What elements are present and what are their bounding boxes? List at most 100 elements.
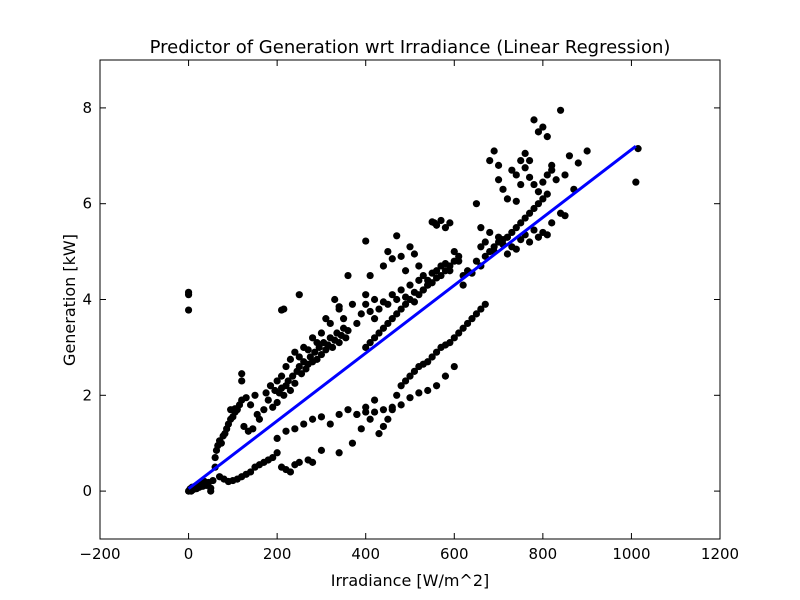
- data-point: [353, 410, 361, 419]
- data-point: [231, 405, 239, 413]
- data-point: [370, 315, 379, 323]
- data-point: [534, 200, 543, 208]
- data-point: [477, 224, 485, 232]
- data-point: [328, 343, 337, 351]
- data-point: [322, 315, 330, 323]
- data-point: [556, 106, 565, 114]
- data-point: [477, 305, 485, 313]
- data-point: [388, 315, 396, 323]
- data-point: [424, 386, 432, 395]
- data-point: [548, 219, 556, 227]
- data-point: [530, 116, 538, 124]
- data-point: [308, 415, 317, 423]
- data-point: [388, 291, 396, 299]
- data-point: [432, 221, 441, 229]
- data-point: [406, 372, 414, 380]
- data-point: [534, 233, 543, 241]
- data-point: [384, 300, 392, 308]
- data-point: [406, 243, 414, 251]
- data-point: [530, 226, 538, 234]
- data-point: [419, 286, 427, 294]
- x-tick-label: 800: [529, 545, 558, 563]
- data-point: [326, 319, 334, 328]
- data-point: [459, 281, 467, 289]
- data-point: [539, 178, 547, 186]
- data-point: [357, 310, 365, 318]
- data-point: [246, 468, 255, 476]
- data-point: [494, 176, 503, 184]
- data-point: [424, 358, 432, 366]
- data-point: [393, 232, 401, 240]
- data-point: [397, 401, 405, 409]
- data-point: [512, 197, 520, 205]
- x-tick-label: 0: [184, 545, 194, 563]
- data-point: [397, 382, 405, 390]
- data-point: [415, 291, 423, 299]
- chart-title: Predictor of Generation wrt Irradiance (…: [150, 37, 671, 58]
- data-point: [313, 355, 321, 363]
- data-point: [348, 300, 357, 308]
- data-point: [397, 286, 405, 294]
- data-point: [271, 386, 279, 395]
- data-point: [543, 231, 551, 239]
- data-point: [335, 410, 343, 419]
- data-point: [273, 377, 281, 385]
- data-point: [432, 382, 441, 390]
- data-point: [481, 252, 489, 260]
- data-point: [379, 324, 388, 332]
- data-point: [455, 329, 463, 337]
- data-point: [344, 327, 352, 335]
- data-point: [446, 262, 454, 270]
- data-point: [335, 339, 343, 347]
- data-point: [311, 348, 319, 356]
- data-point: [393, 391, 401, 399]
- data-point: [384, 319, 392, 328]
- data-point: [379, 422, 388, 431]
- x-axis-label: Irradiance [W/m^2]: [331, 571, 490, 590]
- data-point: [525, 156, 534, 165]
- data-point: [362, 237, 370, 245]
- plot-area: [184, 106, 642, 495]
- data-point: [295, 458, 303, 466]
- data-point: [565, 152, 574, 160]
- x-tick-label: 200: [263, 545, 292, 563]
- data-point: [477, 243, 485, 251]
- data-point: [450, 334, 458, 342]
- data-point: [517, 236, 525, 244]
- data-point: [280, 391, 288, 399]
- x-tick-label: 1200: [701, 545, 739, 563]
- data-point: [450, 257, 458, 265]
- data-point: [508, 166, 516, 174]
- data-point: [273, 398, 281, 407]
- data-point: [291, 425, 299, 433]
- data-point: [240, 422, 248, 431]
- data-point: [348, 439, 357, 447]
- data-point: [366, 339, 374, 347]
- data-point: [472, 200, 481, 208]
- data-point: [388, 406, 396, 414]
- data-point: [273, 434, 281, 443]
- data-point: [370, 295, 379, 304]
- data-point: [525, 173, 534, 181]
- data-point: [379, 262, 388, 270]
- data-point: [574, 159, 582, 167]
- data-point: [517, 156, 525, 165]
- data-point: [295, 353, 303, 361]
- data-point: [370, 408, 379, 416]
- data-point: [260, 406, 268, 414]
- data-point: [308, 334, 317, 342]
- data-point: [384, 248, 392, 256]
- data-point: [450, 248, 458, 256]
- data-point: [481, 300, 489, 308]
- data-point: [286, 468, 295, 476]
- x-tick-label: −200: [79, 545, 120, 563]
- data-point: [632, 178, 640, 186]
- data-point: [410, 298, 419, 306]
- data-point: [415, 276, 423, 284]
- data-point: [362, 343, 370, 351]
- data-point: [342, 334, 350, 342]
- data-point: [512, 245, 520, 253]
- data-point: [397, 305, 405, 313]
- data-point: [534, 128, 543, 136]
- data-point: [561, 212, 569, 220]
